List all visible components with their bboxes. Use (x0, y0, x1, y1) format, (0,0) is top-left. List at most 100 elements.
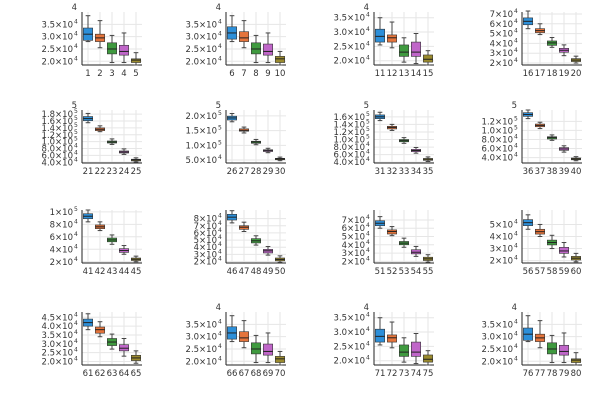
y-tick-label: 5.0×10 (186, 156, 217, 166)
y-tick-exponent: 4 (74, 218, 78, 225)
y-tick-label: 4.0×10 (482, 154, 513, 164)
y-tick-label: 3×10 (490, 245, 513, 255)
box-iqr (423, 54, 433, 63)
box-series-3 (399, 237, 409, 248)
y-tick-exponent: 4 (74, 18, 78, 25)
box-series-3 (547, 37, 557, 48)
axis-top-label: 4 (72, 3, 77, 13)
box-series-3 (399, 137, 409, 144)
boxplot-panel: 11 12 13 14 153.5×10 43.0×10 42.5×10 42.0×10 44 (334, 3, 434, 79)
box-series-5 (571, 352, 581, 366)
y-tick-exponent: 4 (366, 247, 370, 254)
boxplot-panel: 71 72 73 74 753.5×10 43.0×10 42.5×10 42.0×10 44 (334, 303, 434, 379)
x-tick-label: 11 (375, 69, 386, 79)
axis-top-label: 4 (216, 303, 221, 313)
y-tick-exponent: 4 (514, 343, 518, 350)
box-series-1 (375, 17, 385, 46)
y-tick-exponent: 4 (74, 43, 78, 50)
box-series-1 (375, 317, 385, 346)
x-tick-label: 36 (523, 167, 534, 177)
y-tick-label: 2.0×10 (186, 112, 217, 122)
y-tick-exponent: 4 (74, 149, 78, 156)
x-tick-label: 65 (131, 369, 142, 379)
y-tick-label: 8.0×10 (334, 143, 365, 153)
box-series-3 (251, 34, 261, 64)
x-tick-label: 76 (523, 369, 534, 379)
box-series-3 (107, 333, 117, 350)
x-tick-label: 63 (107, 369, 118, 379)
x-tick-label: 40 (571, 167, 582, 177)
box-series-3 (251, 138, 261, 146)
y-tick-exponent: 4 (366, 326, 370, 333)
y-tick-label: 6.0×10 (334, 151, 365, 161)
y-tick-exponent: 5 (74, 206, 78, 213)
y-tick-exponent: 4 (514, 143, 518, 150)
y-tick-exponent: 4 (514, 37, 518, 44)
box-iqr (263, 343, 273, 356)
y-tick-exponent: 4 (218, 227, 222, 234)
y-tick-label: 1.0×10 (482, 126, 513, 136)
x-tick-label: 52 (387, 267, 398, 277)
box-series-2 (95, 20, 105, 49)
box-series-2 (95, 125, 105, 133)
y-tick-label: 2×10 (50, 258, 73, 268)
y-tick-exponent: 4 (74, 320, 78, 327)
y-tick-label: 2.5×10 (42, 349, 73, 359)
box-series-5 (131, 350, 141, 364)
y-tick-label: 4.0×10 (334, 158, 365, 168)
y-tick-label: 2×10 (342, 257, 365, 267)
y-tick-label: 8.0×10 (482, 135, 513, 145)
box-series-4 (119, 148, 129, 155)
box-iqr (547, 342, 557, 355)
box-series-1 (83, 15, 93, 43)
box-series-2 (95, 221, 105, 232)
x-tick-label: 41 (83, 267, 94, 277)
box-series-4 (411, 245, 421, 257)
x-tick-label: 47 (239, 267, 250, 277)
y-tick-label: 6×10 (490, 20, 513, 30)
box-series-3 (107, 138, 117, 145)
y-tick-exponent: 4 (366, 40, 370, 47)
y-tick-label: 7×10 (342, 216, 365, 226)
y-tick-label: 3.5×10 (334, 14, 365, 24)
x-tick-label: 1 (85, 69, 90, 79)
x-tick-label: 59 (559, 267, 570, 277)
y-tick-exponent: 4 (74, 243, 78, 250)
y-tick-exponent: 4 (74, 143, 78, 150)
y-tick-exponent: 4 (74, 311, 78, 318)
axis-top-label: 4 (512, 303, 517, 313)
y-tick-exponent: 4 (514, 152, 518, 159)
y-tick-exponent: 4 (218, 154, 222, 161)
y-tick-exponent: 4 (218, 234, 222, 241)
box-iqr (559, 344, 569, 356)
y-tick-exponent: 4 (514, 8, 518, 15)
y-tick-label: 2.0×10 (334, 57, 365, 67)
box-series-1 (523, 109, 533, 120)
y-tick-exponent: 4 (218, 318, 222, 325)
y-tick-exponent: 4 (366, 239, 370, 246)
y-tick-label: 2.5×10 (482, 345, 513, 355)
boxplot-panel: 46 47 48 49 508×10 47×10 46×10 45×10 44×10 43×10 4… (194, 210, 286, 277)
y-tick-exponent: 4 (514, 133, 518, 140)
y-tick-exponent: 4 (74, 355, 78, 362)
y-tick-exponent: 5 (366, 118, 370, 125)
box-series-1 (83, 209, 93, 223)
y-tick-exponent: 5 (218, 139, 222, 146)
box-series-2 (535, 223, 545, 237)
y-tick-exponent: 5 (366, 126, 370, 133)
box-series-2 (239, 126, 249, 134)
x-tick-label: 26 (227, 167, 238, 177)
box-series-1 (227, 15, 237, 43)
x-tick-label: 67 (239, 369, 250, 379)
x-tick-label: 45 (131, 267, 142, 277)
box-series-4 (119, 245, 129, 255)
y-tick-exponent: 4 (218, 213, 222, 220)
box-iqr (251, 342, 261, 355)
box-series-5 (275, 255, 285, 263)
y-tick-exponent: 4 (514, 355, 518, 362)
y-tick-exponent: 4 (514, 47, 518, 54)
box-series-4 (559, 242, 569, 258)
y-tick-exponent: 4 (366, 55, 370, 62)
y-tick-exponent: 4 (514, 255, 518, 262)
